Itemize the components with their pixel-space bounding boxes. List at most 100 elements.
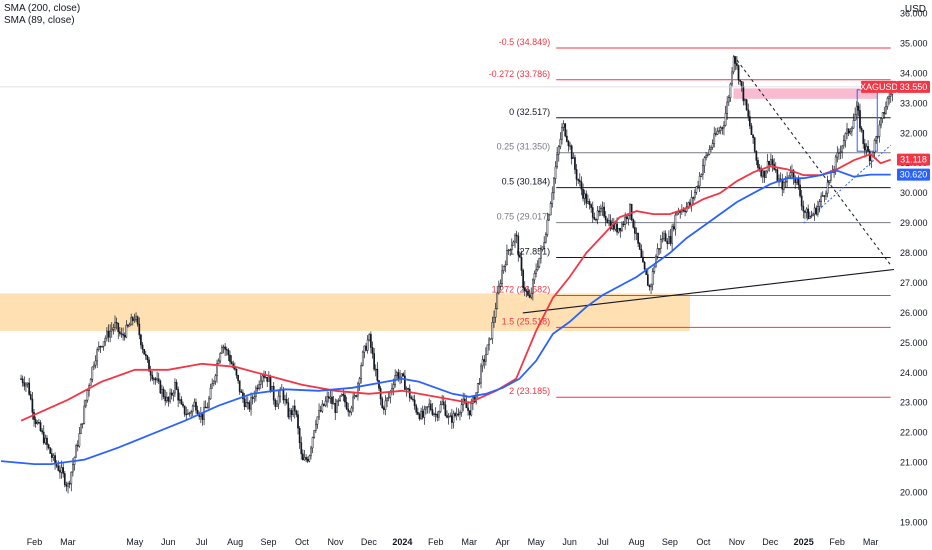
candle [446,410,448,419]
candle [642,250,644,263]
candle [337,398,340,407]
x-tick-label-22: 2025 [794,537,814,547]
candle [590,203,592,213]
price-axis[interactable]: 19.000 20.000 21.000 22.000 23.000 24.000 25.0… [0,8,928,528]
candle [33,409,35,427]
candle [418,412,421,421]
candle [569,142,571,150]
candle [548,213,550,221]
candle [326,391,329,408]
candle [836,146,839,163]
candle [212,380,215,387]
candle [266,376,269,388]
candle [519,251,521,258]
candle [875,135,878,144]
fib-level-label-8: 1.5 (25.518) [502,316,551,326]
candle [117,322,120,340]
y-tick-label-16: 35.000 [900,38,928,48]
sma200-price-tag: 30.620 [900,170,928,180]
candle [538,257,541,269]
candle [567,139,570,152]
candle [664,230,667,242]
candle [659,234,662,254]
candle [693,189,696,201]
candle [556,147,558,169]
candle [726,96,729,120]
candle [153,376,155,385]
candle [617,227,620,234]
x-tick-label-4: Jul [196,537,208,547]
candle [770,153,772,168]
candle [44,434,47,445]
candle [619,227,622,238]
candle [120,327,123,338]
resistance-trendline[interactable] [733,55,892,266]
candle [169,388,171,404]
candle [851,126,853,137]
candle [838,148,840,160]
candle [68,480,71,489]
candle [75,443,77,458]
candle [313,429,316,439]
legend-sma89[interactable]: SMA (89, close) [4,15,75,26]
candle [621,221,623,232]
candle [601,201,604,216]
candle [716,127,719,136]
candle [655,254,657,268]
candle [771,155,774,172]
candle [41,428,43,435]
candle [804,210,806,220]
candle [196,405,199,415]
time-axis[interactable]: Feb Mar May Jun Jul Aug Sep Oct Nov Dec 2024 Feb Mar… [27,537,879,547]
y-tick-label-15: 34.000 [900,68,928,78]
candle [224,343,226,357]
candle [342,388,345,402]
candle [230,355,233,365]
candle [73,456,76,471]
candle [237,374,239,384]
candle [760,165,763,178]
candle [846,122,848,140]
candle [828,179,831,186]
sma-89-line [20,153,891,422]
candle [515,230,518,244]
candle [742,81,745,106]
candle [23,376,26,391]
candle [773,158,776,171]
candle [544,232,547,244]
candle [382,405,385,415]
candle [598,205,601,217]
candle [316,416,319,429]
candle [825,190,827,201]
candle [373,348,375,372]
candle [146,354,149,363]
candle [250,392,252,416]
candle [434,407,437,422]
candle [761,168,764,184]
candle [428,398,431,414]
fibonacci-levels[interactable]: -0.5 (34.849) -0.272 (33.786) 0 (32.517) 0.… [489,37,891,398]
candle [580,176,583,196]
candle [488,337,490,351]
candle [883,106,886,119]
support-trendline[interactable] [522,268,895,314]
legend-sma200[interactable]: SMA (200, close) [4,3,81,14]
symbol-tag: XAGUSD [860,82,899,92]
candle [52,453,55,461]
candle [514,232,516,248]
candle [436,411,439,422]
fib-level-label-9: 2 (23.185) [509,386,550,396]
candle [583,189,586,206]
candle [763,170,766,183]
candle [36,420,39,425]
candle [433,412,435,417]
candle [549,201,552,216]
x-tick-label-3: Jun [161,537,176,547]
candle [378,380,380,391]
candle [332,395,335,405]
candle [439,400,442,414]
candle [295,409,298,418]
candle [429,400,432,412]
candle [546,212,549,237]
